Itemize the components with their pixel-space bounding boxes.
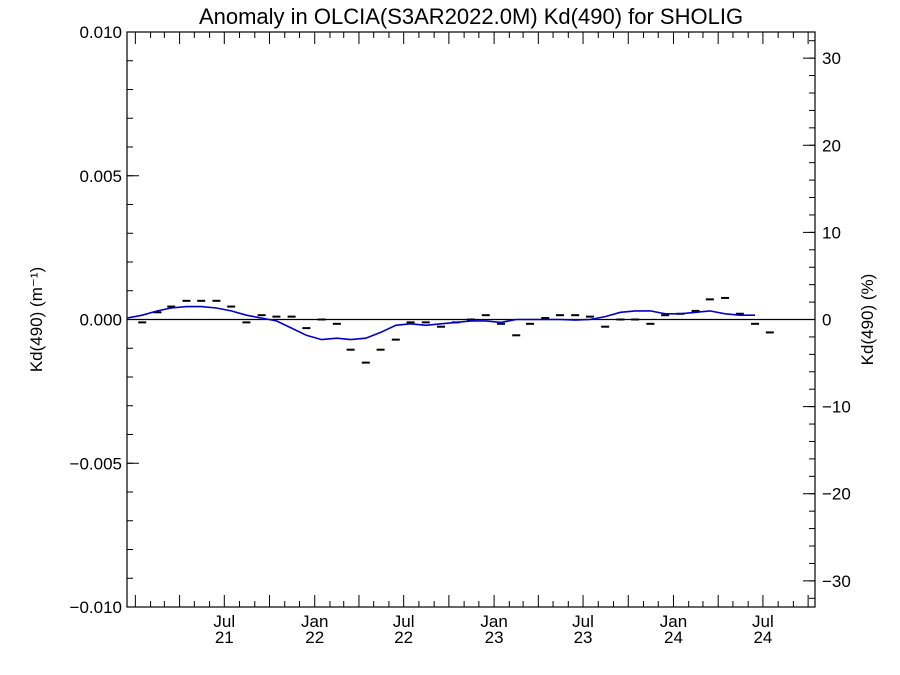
x-tick-label-month: Jul [752, 612, 774, 631]
x-tick-label-year: 22 [394, 628, 413, 647]
x-tick-label-year: 22 [305, 628, 324, 647]
x-tick-label-month: Jan [480, 612, 507, 631]
y-left-tick-label: 0.010 [79, 23, 122, 42]
y-right-tick-label: 0 [822, 311, 831, 330]
x-tick-label-month: Jul [213, 612, 235, 631]
y-left-axis-label: Kd(490) (m⁻¹) [27, 267, 46, 372]
x-tick-label-year: 23 [485, 628, 504, 647]
y-right-tick-label: 10 [822, 223, 841, 242]
y-left-tick-label: 0.000 [79, 311, 122, 330]
x-tick-label-month: Jul [393, 612, 415, 631]
y-right-tick-label: 30 [822, 49, 841, 68]
y-right-axis-label: Kd(490) (%) [858, 274, 877, 366]
x-tick-label-year: 23 [574, 628, 593, 647]
y-right-tick-label: −10 [822, 398, 851, 417]
y-left-tick-label: −0.010 [70, 598, 122, 617]
x-tick-label-month: Jan [660, 612, 687, 631]
y-left-tick-label: −0.005 [70, 454, 122, 473]
smoothed-anomaly-line [126, 305, 755, 341]
x-tick-label-month: Jan [301, 612, 328, 631]
y-left-tick-label: 0.005 [79, 167, 122, 186]
x-tick-label-year: 21 [215, 628, 234, 647]
y-right-tick-label: 20 [822, 136, 841, 155]
y-right-tick-label: −30 [822, 572, 851, 591]
x-tick-label-year: 24 [753, 628, 772, 647]
x-tick-label-month: Jul [572, 612, 594, 631]
chart-title: Anomaly in OLCIA(S3AR2022.0M) Kd(490) fo… [199, 4, 743, 29]
x-tick-label-year: 24 [664, 628, 683, 647]
y-right-tick-label: −20 [822, 485, 851, 504]
